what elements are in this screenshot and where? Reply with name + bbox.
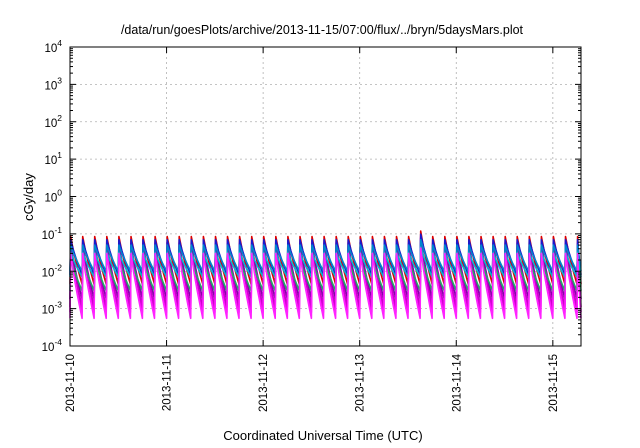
- y-tick-exponent: -3: [54, 300, 62, 310]
- y-tick-exponent: 1: [57, 150, 62, 160]
- y-tick-label: 101: [44, 150, 62, 167]
- y-tick-base: 10: [44, 155, 57, 167]
- series-layer: [69, 230, 582, 320]
- x-tick-label: 2013-11-11: [162, 354, 174, 411]
- chart-title: /data/run/goesPlots/archive/2013-11-15/0…: [121, 23, 524, 37]
- x-tick-label: 2013-11-10: [65, 354, 77, 412]
- x-axis-label: Coordinated Universal Time (UTC): [223, 428, 422, 443]
- x-tick-labels: 2013-11-10 2013-11-11 2013-11-12 2013-11-13…: [65, 353, 560, 412]
- y-tick-base: 10: [42, 305, 55, 317]
- x-tick-label: 2013-11-12: [258, 354, 270, 412]
- y-tick-exponent: 2: [57, 113, 62, 123]
- series-line-9: [69, 247, 582, 320]
- y-tick-base: 10: [44, 43, 57, 55]
- series-line-6: [69, 238, 582, 273]
- y-tick-label: 102: [44, 113, 62, 130]
- x-tick-label: 2013-11-14: [451, 353, 463, 412]
- y-tick-base: 10: [44, 193, 57, 205]
- y-tick-exponent: 4: [57, 38, 62, 48]
- y-tick-label: 104: [44, 38, 62, 55]
- y-tick-exponent: -4: [54, 337, 62, 347]
- y-tick-exponent: -2: [54, 262, 62, 272]
- y-tick-label: 10-4: [42, 337, 63, 354]
- y-tick-label: 10-2: [42, 262, 63, 279]
- y-tick-label: 10-1: [42, 225, 63, 242]
- x-tick-label: 2013-11-15: [548, 354, 560, 412]
- y-tick-base: 10: [44, 118, 57, 130]
- y-tick-base: 10: [42, 342, 55, 354]
- y-tick-base: 10: [42, 230, 55, 242]
- y-tick-label: 100: [44, 188, 62, 205]
- y-tick-exponent: 0: [57, 188, 62, 198]
- y-tick-exponent: -1: [54, 225, 62, 235]
- y-tick-base: 10: [44, 80, 57, 92]
- y-tick-label: 103: [44, 75, 62, 92]
- tick-layer: [69, 46, 581, 347]
- y-tick-exponent: 3: [57, 75, 62, 85]
- y-tick-base: 10: [42, 267, 55, 279]
- y-axis-label: cGy/day: [21, 173, 36, 221]
- y-tick-label: 10-3: [42, 300, 63, 317]
- x-tick-label: 2013-11-13: [355, 354, 367, 412]
